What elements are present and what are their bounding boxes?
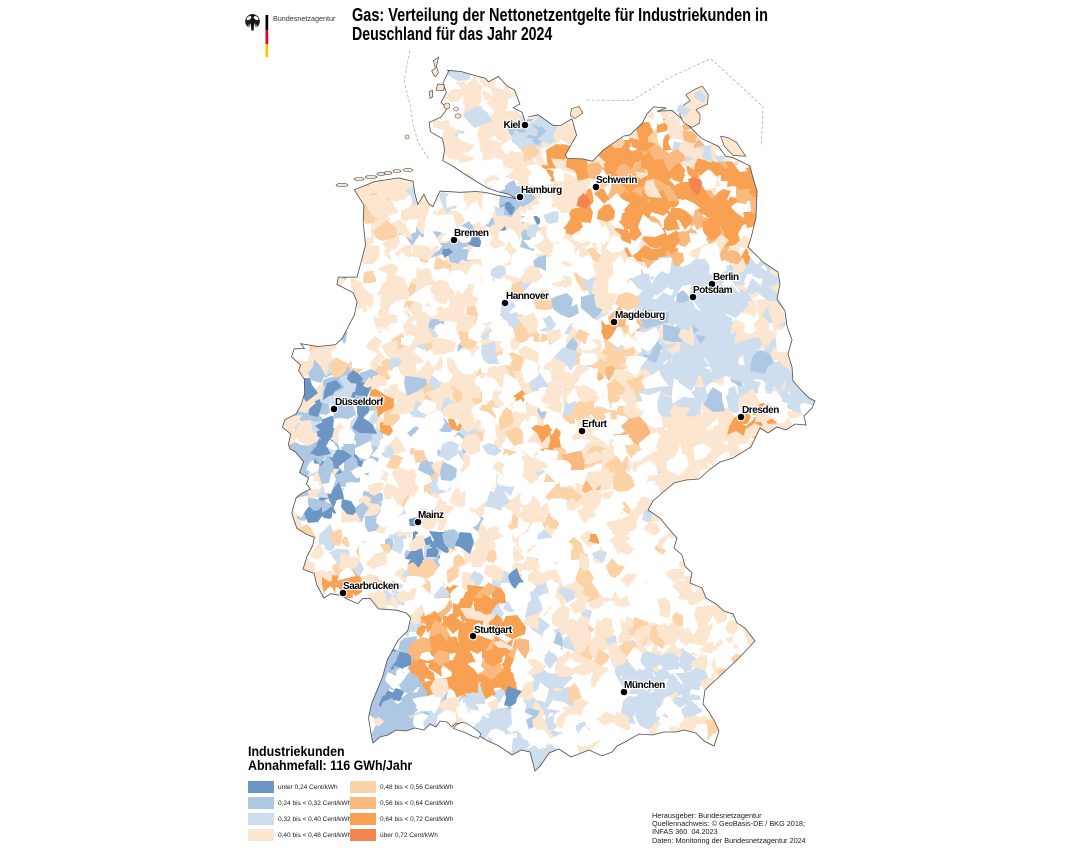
svg-text:Magdeburg: Magdeburg — [615, 310, 665, 321]
svg-text:Düsseldorf: Düsseldorf — [335, 397, 384, 408]
svg-text:Hamburg: Hamburg — [521, 185, 562, 196]
svg-text:Bundesnetzagentur: Bundesnetzagentur — [273, 14, 336, 23]
svg-text:München: München — [624, 680, 665, 691]
svg-text:Potsdam: Potsdam — [693, 285, 733, 296]
svg-text:Stuttgart: Stuttgart — [474, 625, 513, 636]
svg-text:Hannover: Hannover — [506, 291, 549, 302]
svg-text:Erfurt: Erfurt — [582, 419, 608, 430]
svg-text:Dresden: Dresden — [742, 405, 779, 416]
svg-text:Bremen: Bremen — [454, 228, 489, 239]
svg-text:Mainz: Mainz — [418, 510, 444, 521]
svg-text:Kiel: Kiel — [503, 120, 520, 131]
svg-text:Kiel: Kiel — [526, 117, 533, 123]
svg-text:Saarbrücken: Saarbrücken — [343, 581, 399, 592]
svg-text:Schwerin: Schwerin — [596, 175, 637, 186]
svg-text:Berlin: Berlin — [713, 272, 739, 283]
